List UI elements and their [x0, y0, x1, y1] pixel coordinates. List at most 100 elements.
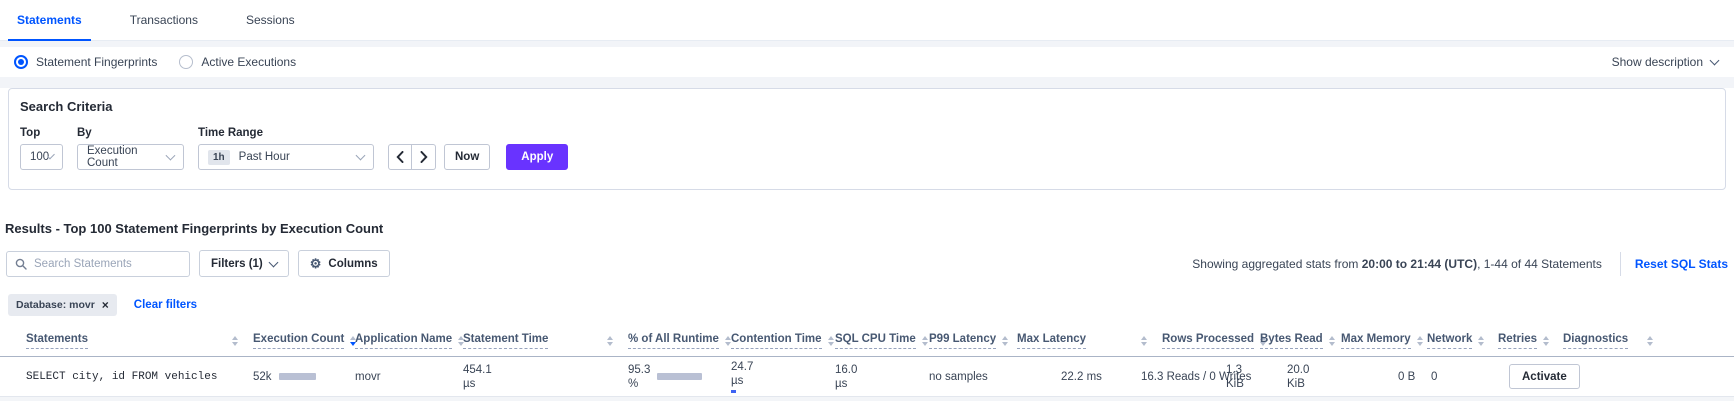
sql-activity-tabbar: Statements Transactions Sessions [0, 0, 1734, 41]
column-header-contention-time[interactable]: Contention Time [723, 326, 834, 356]
by-field: By Execution Count [77, 127, 184, 170]
radio-active-executions-label: Active Executions [201, 55, 297, 69]
bytes-read-unit: KiB [1226, 377, 1244, 390]
column-header-application-name[interactable]: Application Name [347, 326, 465, 356]
now-button[interactable]: Now [444, 144, 491, 170]
divider-band [0, 77, 1734, 88]
reset-sql-stats-link[interactable]: Reset SQL Stats [1634, 256, 1728, 271]
clear-filters-link[interactable]: Clear filters [133, 299, 198, 311]
sort-icon [607, 336, 613, 346]
top-select[interactable]: 100 [20, 144, 63, 170]
search-statements-input[interactable] [34, 257, 181, 270]
sql-cpu-time-cell: 16.0 µs [827, 363, 921, 391]
stats-summary: Showing aggregated stats from 20:00 to 2… [1192, 257, 1605, 271]
divider-band [0, 41, 1734, 47]
contention-time-cell: 24.7 µs [723, 360, 827, 393]
column-header-label: SQL CPU Time [835, 333, 916, 349]
p99-latency-value: no samples [929, 370, 988, 383]
column-header-rows-processed[interactable]: Rows Processed [1154, 326, 1267, 356]
tab-transactions-label: Transactions [129, 13, 198, 27]
column-header-network[interactable]: Network [1419, 326, 1490, 356]
apply-button[interactable]: Apply [506, 144, 569, 170]
statement-time-unit: µs [463, 377, 476, 390]
previous-time-button[interactable] [388, 144, 412, 170]
summary-suffix: , 1-44 of 44 Statements [1477, 256, 1602, 271]
rows-processed-value: 16.3 Reads / 0 Writes [1141, 370, 1252, 383]
close-icon[interactable]: × [101, 298, 109, 312]
rows-processed-cell: 16.3 Reads / 0 Writes [1141, 371, 1252, 383]
tab-statements-label: Statements [17, 13, 82, 27]
top-field: Top 100 [20, 127, 63, 170]
statements-table-header: Statements Execution Count Application N… [0, 326, 1734, 357]
filter-chip-row: Database: movr × Clear filters [8, 294, 1734, 316]
sort-icon [458, 336, 465, 346]
sort-icon [827, 336, 834, 346]
sort-icon [1647, 336, 1654, 346]
statement-cell[interactable]: SELECT city, id FROM vehicles [0, 370, 245, 383]
sort-icon [921, 336, 928, 346]
sort-desc-active-icon [350, 336, 357, 346]
column-header-label: Bytes Read [1260, 333, 1323, 349]
database-filter-chip: Database: movr × [8, 294, 117, 316]
filters-button[interactable]: Filters (1) [199, 250, 289, 277]
p99-latency-cell: no samples [921, 371, 1009, 383]
time-nav-group [388, 144, 436, 170]
max-memory-cell: 20.0 KiB [1287, 363, 1419, 391]
column-header-label: Diagnostics [1563, 333, 1629, 349]
sql-cpu-time-value: 16.0 [835, 363, 858, 376]
column-header-label: Execution Count [253, 333, 345, 349]
column-header-statements[interactable]: Statements [0, 326, 245, 356]
by-select-value: Execution Count [87, 145, 138, 169]
search-statements-box [6, 250, 190, 277]
max-latency-cell: 22.2 ms [1009, 371, 1154, 383]
columns-button[interactable]: ⚙ Columns [297, 250, 390, 277]
search-criteria-card: Search Criteria Top 100 By Execution Cou… [8, 88, 1726, 190]
network-cell: 0 B [1398, 371, 1490, 383]
top-select-value: 100 [30, 151, 50, 163]
execution-count-bar [278, 373, 316, 380]
column-header-retries[interactable]: Retries [1490, 326, 1555, 356]
sort-icon [1328, 336, 1335, 346]
column-header-statement-time[interactable]: Statement Time [455, 326, 620, 356]
runtime-pct-value: 95.3 [628, 363, 651, 376]
column-header-p99-latency[interactable]: P99 Latency [921, 326, 1009, 356]
time-range-select[interactable]: 1h Past Hour [198, 144, 374, 170]
columns-button-label: Columns [328, 257, 378, 270]
max-latency-value: 22.2 ms [1061, 370, 1102, 383]
application-name-cell: movr [347, 371, 455, 383]
view-mode-band: Statement Fingerprints Active Executions… [0, 47, 1734, 77]
chevron-right-icon [420, 151, 428, 163]
column-header-label: Rows Processed [1162, 333, 1255, 349]
sort-icon [232, 336, 238, 346]
tab-transactions[interactable]: Transactions [121, 0, 207, 40]
chevron-down-icon [268, 257, 279, 267]
column-header-runtime-pct[interactable]: % of All Runtime [620, 326, 731, 356]
column-header-sql-cpu-time[interactable]: SQL CPU Time [827, 326, 928, 356]
column-header-diagnostics[interactable]: Diagnostics [1555, 326, 1734, 356]
summary-time-range: 20:00 to 21:44 (UTC) [1361, 256, 1478, 271]
column-header-max-memory[interactable]: Max Memory [1333, 326, 1423, 356]
show-description-toggle[interactable]: Show description [1612, 55, 1720, 69]
contention-time-value: 24.7 [731, 361, 754, 373]
radio-active-executions[interactable]: Active Executions [179, 55, 296, 69]
time-range-field-label: Time Range [198, 127, 263, 139]
sort-icon [1260, 336, 1267, 346]
radio-statement-fingerprints[interactable]: Statement Fingerprints [14, 55, 157, 69]
by-select[interactable]: Execution Count [77, 144, 184, 170]
sort-icon [1543, 336, 1549, 346]
tab-statements[interactable]: Statements [8, 0, 91, 41]
next-time-button[interactable] [412, 144, 436, 170]
activate-diagnostics-button[interactable]: Activate [1509, 364, 1580, 389]
vertical-divider [1619, 251, 1621, 276]
column-header-max-latency[interactable]: Max Latency [1009, 326, 1154, 356]
diagnostics-cell: Activate [1509, 364, 1734, 389]
column-header-bytes-read[interactable]: Bytes Read [1252, 326, 1335, 356]
runtime-pct-cell: 95.3 % [620, 363, 723, 391]
column-header-execution-count[interactable]: Execution Count [245, 326, 357, 356]
radio-statement-fingerprints-label: Statement Fingerprints [36, 55, 158, 69]
time-range-field: Time Range 1h Past Hour [198, 127, 374, 170]
tab-sessions[interactable]: Sessions [237, 0, 304, 40]
column-header-label: Statement Time [463, 333, 549, 349]
column-header-label: P99 Latency [929, 333, 997, 349]
execution-count-value: 52k [253, 370, 272, 383]
